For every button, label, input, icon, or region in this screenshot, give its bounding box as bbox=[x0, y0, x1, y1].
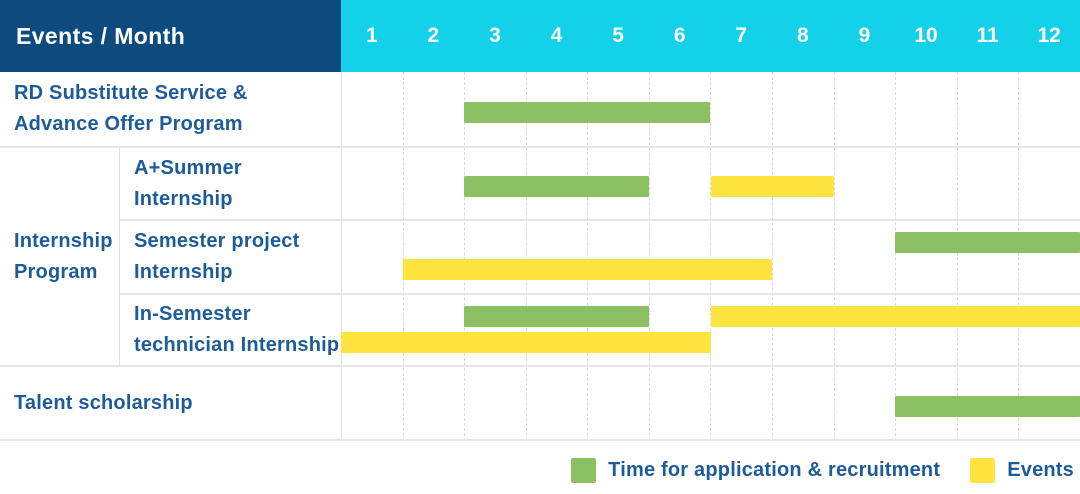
month-gridline-col-3 bbox=[465, 72, 527, 441]
gantt-bar-green bbox=[464, 305, 649, 327]
chart-cell-rd-substitute bbox=[341, 72, 1080, 146]
gantt-bar-yellow bbox=[341, 332, 711, 354]
month-gridline-col-8 bbox=[773, 72, 835, 441]
month-header-cell-4: 4 bbox=[550, 24, 563, 47]
month-header-cell-12: 12 bbox=[1037, 24, 1061, 47]
row-a-plus-summer-internship: A+Summer Internship bbox=[120, 148, 1080, 221]
legend-label-yellow: Events bbox=[1007, 459, 1074, 481]
month-header-cell-1: 1 bbox=[365, 24, 378, 47]
month-header-cell-3: 3 bbox=[489, 24, 501, 47]
gantt-bar-yellow bbox=[402, 259, 773, 281]
row-label-line: Talent scholarship bbox=[14, 391, 193, 414]
sub-rows-internship-program: A+Summer Internship Semester project Intern… bbox=[120, 148, 1080, 365]
month-header-cell-10: 10 bbox=[914, 24, 938, 47]
table-body: RD Substitute Service & Advance Offer Pro… bbox=[0, 72, 1080, 441]
month-gridline-col-10 bbox=[896, 72, 958, 441]
row-label-talent-scholarship: Talent scholarship bbox=[0, 367, 341, 439]
row-in-semester-technician-internship: In-Semester technician Internship bbox=[120, 295, 1080, 365]
chart-cell-talent-scholarship bbox=[341, 367, 1080, 439]
row-label-line: Internship bbox=[134, 261, 233, 283]
group-label-line: Program bbox=[14, 260, 98, 283]
chart-cell-semester-project-internship bbox=[341, 221, 1080, 293]
row-label-line: Semester project bbox=[134, 230, 300, 252]
row-label-in-semester-technician-internship: In-Semester technician Internship bbox=[120, 295, 341, 365]
month-gridline-col-9 bbox=[835, 72, 897, 441]
schedule-table: Events / Month 1 2 3 4 5 6 7 8 9 10 11 12 RD Substi… bbox=[0, 0, 1080, 441]
gantt-bar-green bbox=[895, 395, 1080, 417]
row-group-internship-program: Internship Program A+Summer Internship Semes… bbox=[0, 148, 1080, 367]
legend: Time for application & recruitment Events bbox=[0, 441, 1080, 494]
row-label-line: In-Semester bbox=[134, 303, 251, 325]
month-gridline-col-11 bbox=[958, 72, 1020, 441]
month-header-row: 1 2 3 4 5 6 7 8 9 10 11 12 bbox=[341, 0, 1080, 72]
month-gridline-col-6 bbox=[650, 72, 712, 441]
month-gridline-col-5 bbox=[588, 72, 650, 441]
month-header-cell-6: 6 bbox=[673, 24, 686, 47]
month-gridline-col-2 bbox=[404, 72, 466, 441]
month-header-cell-7: 7 bbox=[735, 24, 748, 47]
corner-header-label: Events / Month bbox=[16, 22, 186, 49]
legend-label-green: Time for application & recruitment bbox=[608, 459, 941, 481]
corner-header-cell: Events / Month bbox=[0, 0, 341, 72]
row-semester-project-internship: Semester project Internship bbox=[120, 221, 1080, 295]
month-header-cell-11: 11 bbox=[976, 24, 999, 47]
group-label-line: Internship bbox=[14, 229, 113, 252]
row-label-line: Advance Offer Program bbox=[14, 113, 243, 135]
row-label-semester-project-internship: Semester project Internship bbox=[120, 221, 341, 293]
month-header-cell-5: 5 bbox=[612, 24, 624, 47]
month-gridlines bbox=[341, 72, 1080, 441]
chart-cell-in-semester-technician-internship bbox=[341, 295, 1080, 365]
gantt-bar-green bbox=[464, 101, 711, 123]
month-gridline-col-7 bbox=[711, 72, 774, 441]
legend-item-yellow: Events bbox=[970, 458, 1074, 483]
gantt-bar-yellow bbox=[710, 176, 834, 198]
month-gridline-col-1 bbox=[342, 72, 404, 441]
row-label-line: A+Summer bbox=[134, 156, 242, 179]
group-label-internship-program: Internship Program bbox=[0, 148, 120, 365]
month-gridline-col-4 bbox=[527, 72, 589, 441]
chart-cell-a-plus-summer-internship bbox=[341, 148, 1080, 219]
row-label-line: technician Internship bbox=[134, 334, 340, 356]
month-header-cell-2: 2 bbox=[427, 24, 440, 47]
gantt-bar-green bbox=[895, 231, 1080, 253]
gantt-bar-yellow bbox=[710, 305, 1080, 327]
row-rd-substitute: RD Substitute Service & Advance Offer Pro… bbox=[0, 72, 1080, 148]
table-header-row: Events / Month 1 2 3 4 5 6 7 8 9 10 11 12 bbox=[0, 0, 1080, 72]
gantt-bar-green bbox=[464, 176, 649, 198]
row-label-rd-substitute: RD Substitute Service & Advance Offer Pro… bbox=[0, 72, 341, 146]
row-label-a-plus-summer-internship: A+Summer Internship bbox=[120, 148, 341, 219]
legend-item-green: Time for application & recruitment bbox=[571, 458, 940, 483]
legend-swatch-green bbox=[571, 458, 597, 483]
legend-swatch-yellow bbox=[970, 458, 996, 483]
month-header-cell-8: 8 bbox=[796, 24, 809, 47]
row-label-line: RD Substitute Service & bbox=[14, 82, 248, 104]
row-talent-scholarship: Talent scholarship bbox=[0, 367, 1080, 441]
month-header-cell-9: 9 bbox=[858, 24, 871, 47]
row-label-line: Internship bbox=[134, 187, 233, 210]
